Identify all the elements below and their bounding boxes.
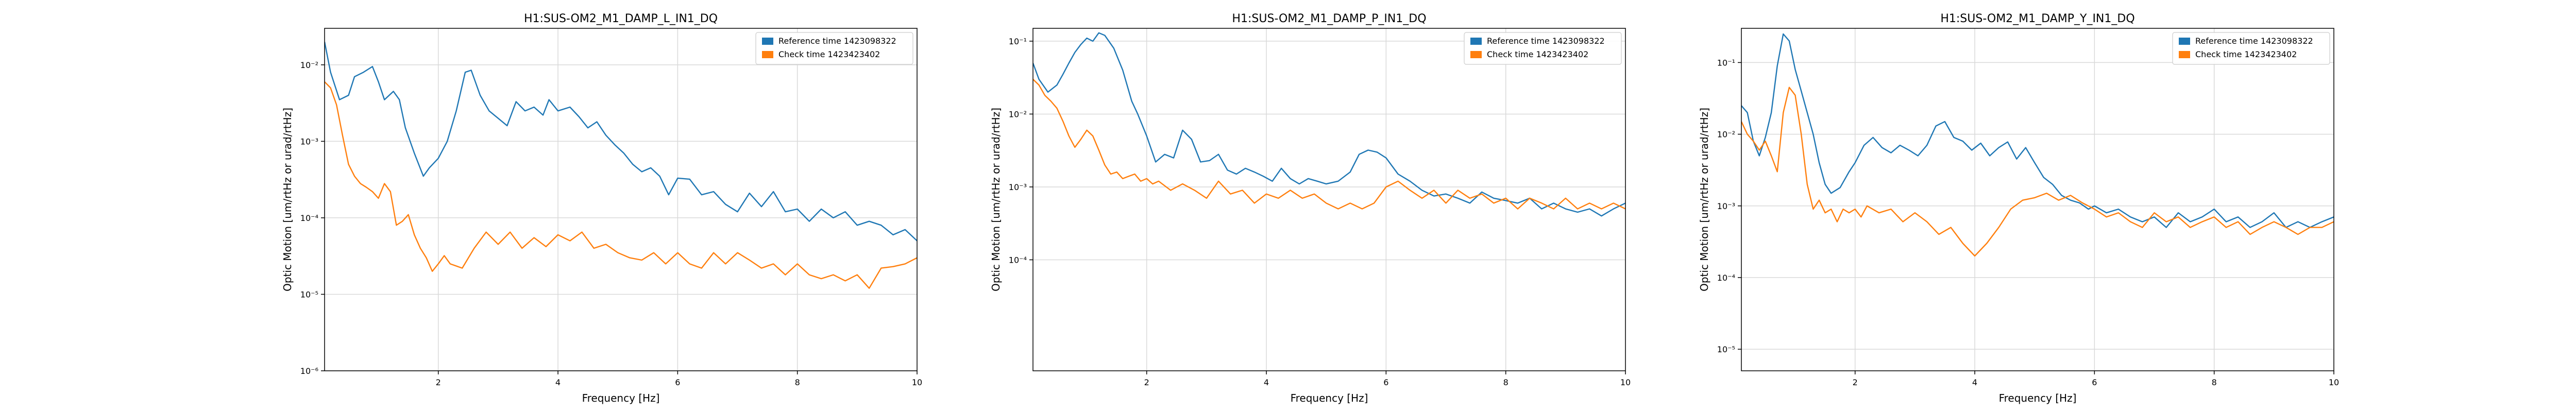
legend-swatch — [762, 38, 773, 45]
y-axis-label: Optic Motion [um/rtHz or urad/rtHz] — [1698, 108, 1710, 291]
x-tick-label: 2 — [436, 377, 441, 387]
y-tick-label: 10⁻⁶ — [300, 366, 318, 376]
series-line-check — [1033, 79, 1625, 210]
legend-label: Check time 1423423402 — [1487, 49, 1588, 59]
y-tick-label: 10⁻⁵ — [300, 289, 318, 299]
legend-swatch — [1470, 38, 1482, 45]
y-tick-label: 10⁻³ — [1009, 182, 1027, 192]
legend-label: Reference time 1423098322 — [2195, 36, 2313, 46]
axes-frame — [1741, 28, 2334, 371]
legend-box — [1464, 32, 1622, 65]
y-tick-label: 10⁻¹ — [1717, 58, 1735, 67]
axes-frame — [1032, 28, 1626, 371]
x-tick-label: 8 — [2212, 377, 2217, 387]
chart-title: H1:SUS-OM2_M1_DAMP_Y_IN1_DQ — [1940, 12, 2134, 25]
y-tick-label: 10⁻⁴ — [1009, 255, 1027, 265]
legend-box — [755, 32, 913, 65]
y-tick-label: 10⁻⁴ — [300, 213, 318, 223]
x-tick-label: 8 — [1503, 377, 1509, 387]
x-tick-label: 4 — [1972, 377, 1977, 387]
y-axis-label: Optic Motion [um/rtHz or urad/rtHz] — [281, 108, 294, 291]
series-line-check — [325, 81, 917, 289]
series-line-check — [1741, 87, 2334, 257]
legend-swatch — [2179, 51, 2190, 58]
x-tick-label: 6 — [1383, 377, 1388, 387]
x-tick-label: 2 — [1144, 377, 1149, 387]
x-tick-label: 10 — [1620, 377, 1631, 387]
x-tick-label: 10 — [2329, 377, 2339, 387]
x-axis-label: Frequency [Hz] — [582, 392, 660, 404]
legend-label: Check time 1423423402 — [2195, 49, 2297, 59]
legend-swatch — [2179, 38, 2190, 45]
x-axis-label: Frequency [Hz] — [1999, 392, 2077, 404]
legend-swatch — [1470, 51, 1482, 58]
y-tick-label: 10⁻² — [1717, 130, 1735, 140]
legend-swatch — [762, 51, 773, 58]
series-line-reference — [1741, 33, 2334, 228]
chart-title: H1:SUS-OM2_M1_DAMP_P_IN1_DQ — [1232, 12, 1426, 25]
y-tick-label: 10⁻² — [1009, 109, 1027, 119]
y-tick-label: 10⁻¹ — [1009, 37, 1027, 46]
chart-panel-1: 2 4 6 8 10 10⁻⁶ 10⁻⁵ 10⁻⁴ 10⁻³ 10⁻² H1:SUS-OM2_M1_… — [281, 12, 922, 404]
axes-frame — [324, 28, 918, 371]
legend-box — [2172, 32, 2330, 65]
chart-panel-2: 2 4 6 8 10 10⁻⁴ 10⁻³ 10⁻² 10⁻¹ H1:SUS-OM2_M1_DAMP… — [990, 12, 1631, 404]
y-tick-label: 10⁻² — [300, 60, 318, 70]
y-tick-label: 10⁻³ — [1717, 201, 1735, 211]
x-axis-label: Frequency [Hz] — [1291, 392, 1368, 404]
legend: Reference time 1423098322 Check time 1423… — [755, 32, 913, 65]
legend: Reference time 1423098322 Check time 1423… — [2172, 32, 2330, 65]
series-line-reference — [325, 41, 917, 242]
x-tick-label: 8 — [795, 377, 800, 387]
y-tick-label: 10⁻³ — [300, 136, 318, 146]
y-axis-label: Optic Motion [um/rtHz or urad/rtHz] — [990, 108, 1002, 291]
y-tick-label: 10⁻⁴ — [1717, 273, 1735, 283]
x-tick-label: 6 — [2092, 377, 2097, 387]
chart-panel-3: 2 4 6 8 10 10⁻⁵ 10⁻⁴ 10⁻³ 10⁻² 10⁻¹ H1:SUS-OM2_M1_… — [1698, 12, 2339, 404]
x-tick-label: 4 — [1264, 377, 1269, 387]
x-tick-label: 4 — [555, 377, 561, 387]
x-tick-label: 2 — [1853, 377, 1858, 387]
x-tick-label: 6 — [675, 377, 680, 387]
legend: Reference time 1423098322 Check time 1423… — [1464, 32, 1622, 65]
x-tick-label: 10 — [912, 377, 922, 387]
legend-label: Check time 1423423402 — [778, 49, 880, 59]
legend-label: Reference time 1423098322 — [1487, 36, 1605, 46]
legend-label: Reference time 1423098322 — [778, 36, 896, 46]
chart-title: H1:SUS-OM2_M1_DAMP_L_IN1_DQ — [524, 12, 718, 25]
y-tick-label: 10⁻⁵ — [1717, 345, 1735, 354]
